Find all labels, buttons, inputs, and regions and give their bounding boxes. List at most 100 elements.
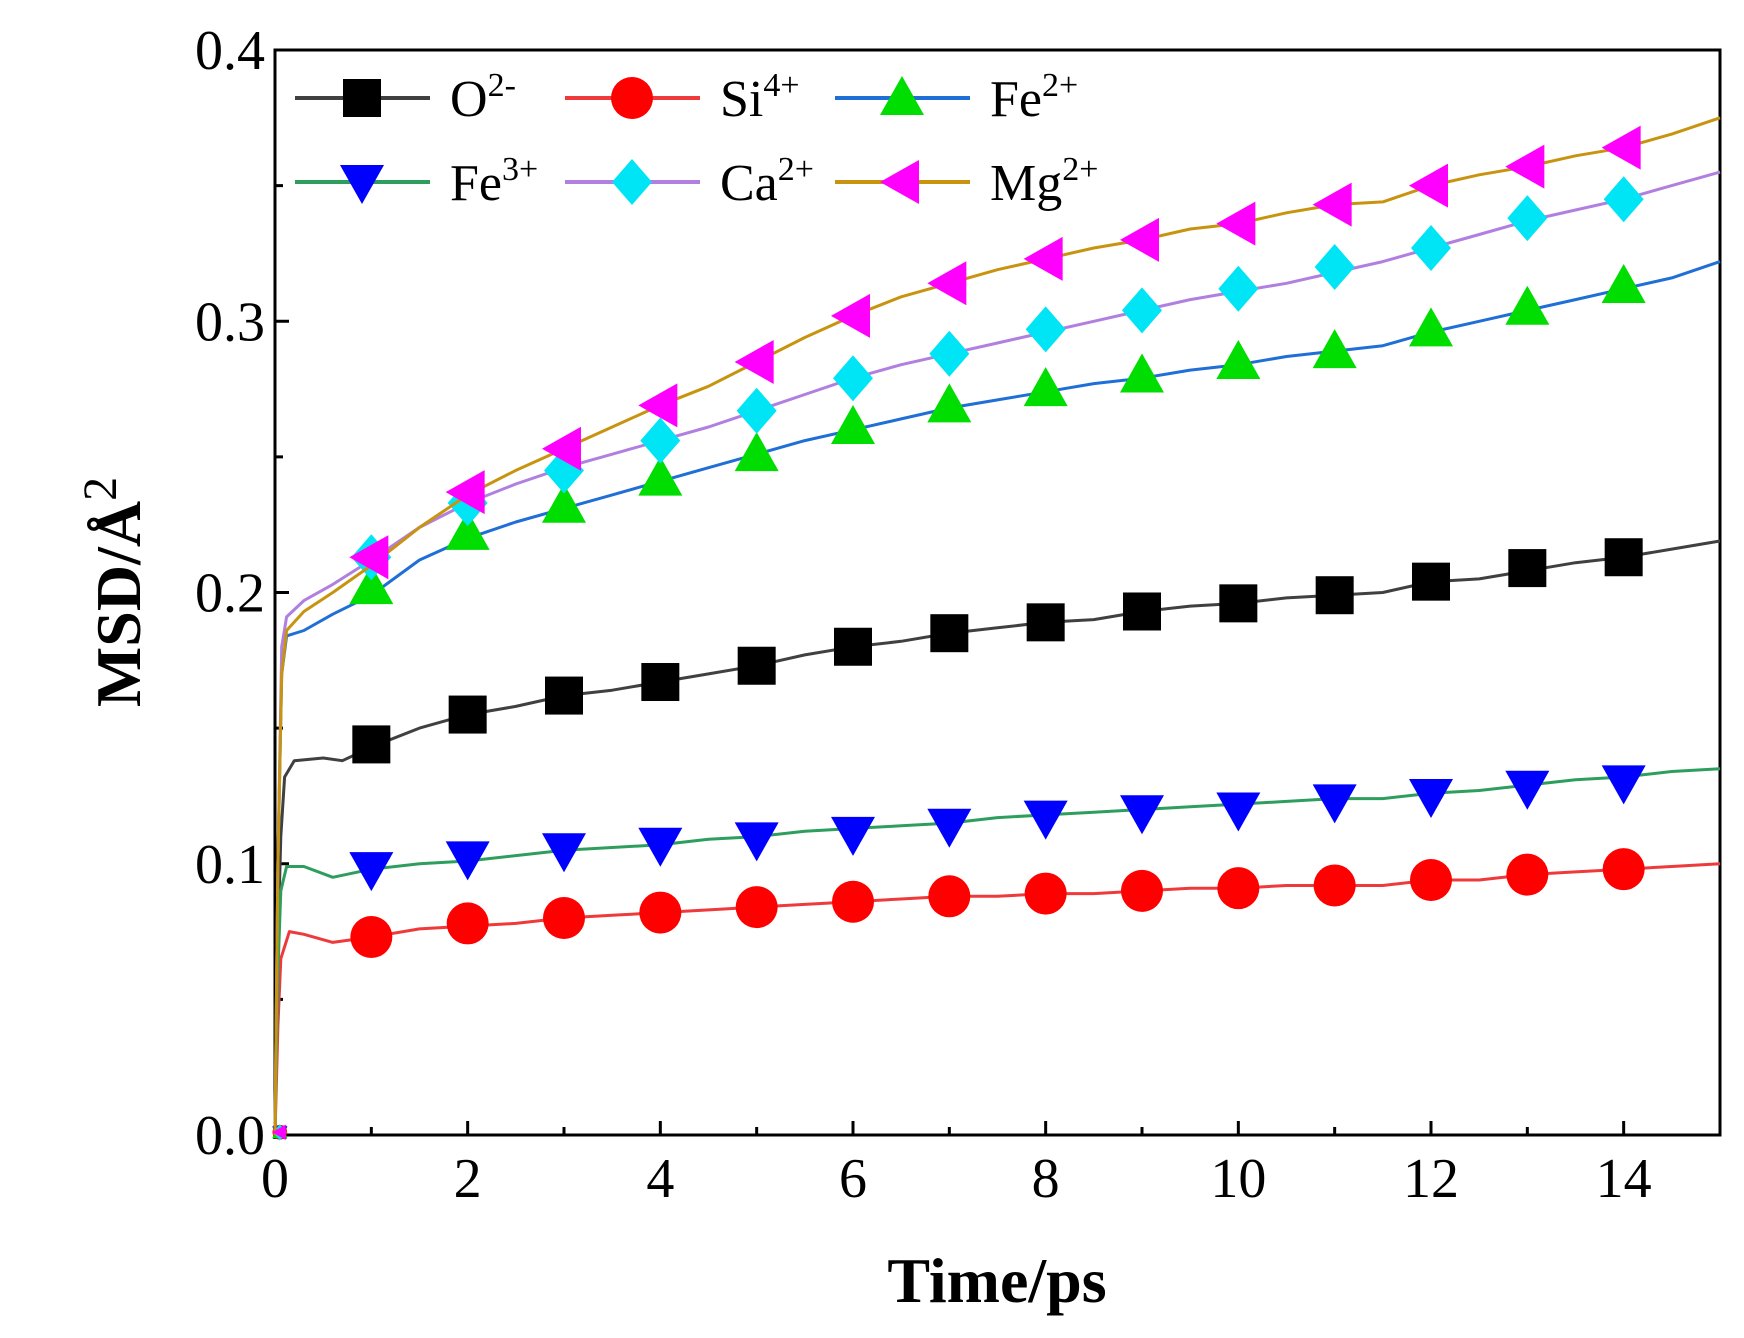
data-point-si-4- [1410,859,1452,902]
legend-marker-fe-3- [340,165,384,204]
data-point-fe-2- [1601,263,1646,303]
legend-label-mg-2-: Mg2+ [990,151,1098,212]
data-point-mg-2- [1023,236,1063,281]
data-point-ca-2- [1603,176,1644,223]
data-point-ca-2- [833,355,873,402]
data-point-o-2- [737,646,776,685]
data-point-ca-2- [640,417,681,464]
data-point-ca-2- [736,387,777,434]
x-tick-label: 6 [839,1148,867,1210]
data-point-si-4- [735,886,778,929]
plot-frame [273,48,1722,1137]
y-axis-title-sup: 2 [74,477,127,501]
data-point-si-4- [928,875,971,918]
data-point-si-4- [446,902,489,945]
data-point-fe-2- [349,565,394,605]
legend-label-ion: Mg [990,155,1062,212]
y-tick-label: 0.4 [195,20,265,82]
data-point-o-2- [1026,603,1065,642]
legend-item-ca-2-: Ca2+ [565,151,814,212]
x-tick-label: 8 [1032,1148,1060,1210]
data-point-fe-2- [638,456,683,496]
series-layer [272,116,1721,1141]
data-point-fe-2- [1120,353,1164,393]
data-point-ca-2- [1218,265,1259,312]
y-axis-title-main: MSD/Å [83,501,154,707]
data-point-ca-2- [1507,195,1548,242]
series-ca-2- [272,170,1721,1141]
data-point-mg-2- [542,426,581,471]
legend-label-ion: Ca [720,155,778,212]
data-point-ca-2- [1411,225,1451,272]
y-axis-title: MSD/Å2 [74,477,154,707]
legend-label-ion: O [450,71,488,128]
legend-marker-o-2- [343,79,381,117]
legend-label-ca-2-: Ca2+ [720,151,814,212]
data-point-mg-2- [1216,201,1256,246]
y-tick-label: 0.2 [195,563,265,625]
legend-item-fe-2-: Fe2+ [835,67,1078,128]
data-point-fe-2- [542,483,586,523]
y-tick-label: 0.0 [195,1105,265,1167]
legend-label-charge: 2+ [1062,151,1098,188]
legend-label-ion: Fe [990,71,1042,128]
legend-label-o-2-: O2- [450,67,516,128]
legend-marker-si-4- [611,77,653,119]
data-point-o-2- [834,627,872,666]
data-point-o-2- [930,614,969,653]
data-point-fe-2- [1216,339,1261,379]
data-point-fe-3- [1023,800,1068,840]
x-tick-label: 14 [1596,1148,1652,1210]
x-tick-label: 0 [261,1148,289,1210]
data-point-si-4- [1217,867,1260,910]
data-point-o-2- [1604,538,1643,577]
legend-item-fe-3-: Fe3+ [295,151,538,212]
data-point-fe-3- [1409,778,1453,818]
x-axis-title: Time/ps [887,1245,1106,1316]
data-point-fe-3- [1216,792,1261,832]
data-point-fe-3- [1312,784,1357,824]
legend-label-fe-2-: Fe2+ [990,67,1078,128]
legend-label-si-4-: Si4+ [720,67,800,128]
data-point-o-2- [1315,576,1354,615]
series-mg-2- [272,116,1721,1140]
data-point-mg-2- [1312,182,1352,227]
series-line-si-4- [273,862,1721,1136]
series-line-fe-3- [273,767,1721,1136]
data-point-mg-2- [831,293,870,338]
data-point-o-2- [545,676,583,715]
data-point-ca-2- [1025,306,1066,353]
data-point-si-4- [1313,864,1356,907]
data-point-fe-3- [638,827,683,867]
data-point-mg-2- [734,339,774,384]
legend-item-o-2-: O2- [295,67,516,128]
data-point-mg-2- [349,535,389,580]
data-point-o-2- [1508,549,1547,588]
data-point-fe-3- [1120,795,1164,835]
legend-item-mg-2-: Mg2+ [835,151,1098,212]
data-point-si-4- [832,880,874,923]
data-point-mg-2- [638,383,678,428]
data-point-o-2- [641,663,680,702]
data-point-si-4- [1121,869,1163,912]
data-point-o-2- [1123,592,1161,631]
x-tick-label: 2 [454,1148,482,1210]
data-point-o-2- [352,725,391,764]
y-tick-label: 0.3 [195,291,265,353]
legend-label-charge: 3+ [502,151,538,188]
data-point-si-4- [639,891,682,934]
data-point-fe-2- [1312,329,1357,369]
data-point-fe-3- [445,841,490,881]
data-point-fe-3- [927,808,972,848]
data-point-si-4- [1506,853,1549,896]
series-o-2- [273,538,1721,1139]
legend-label-charge: 2+ [1042,67,1078,104]
data-point-si-4- [1024,872,1067,915]
data-point-o-2- [1412,562,1450,601]
data-point-ca-2- [929,330,970,377]
data-point-fe-3- [349,852,394,892]
legend-marker-mg-2- [880,160,919,204]
data-point-fe-2- [1505,285,1550,325]
data-point-si-4- [543,897,585,939]
